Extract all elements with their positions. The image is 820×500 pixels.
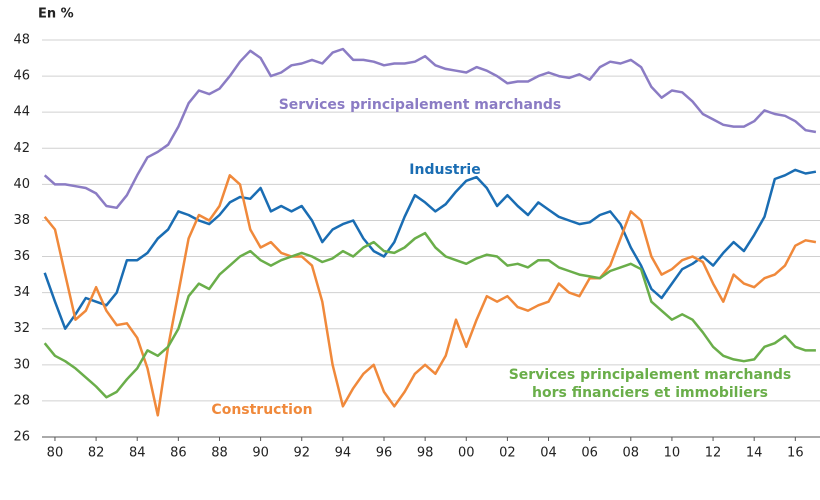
chart-title: En % — [38, 7, 74, 22]
series-line — [43, 47, 817, 210]
y-tick-label: 36 — [13, 249, 30, 264]
x-tick-label: 08 — [623, 446, 640, 461]
series-label: Services principalement marchands — [278, 97, 562, 113]
series-line — [43, 174, 817, 417]
y-tick-label: 30 — [13, 357, 30, 372]
y-tick-label: 40 — [13, 177, 30, 192]
y-tick-label: 34 — [13, 285, 30, 300]
y-tick-label: 26 — [13, 430, 30, 445]
y-tick-label: 28 — [13, 393, 30, 408]
x-tick-label: 16 — [787, 446, 804, 461]
x-tick-label: 14 — [746, 446, 763, 461]
y-tick-label: 46 — [13, 69, 30, 84]
series-label: Industrie — [409, 162, 481, 178]
x-tick-label: 00 — [458, 446, 475, 461]
x-tick-label: 90 — [252, 446, 269, 461]
x-tick-label: 96 — [376, 446, 393, 461]
x-tick-label: 02 — [499, 446, 516, 461]
y-tick-label: 32 — [13, 321, 30, 336]
x-tick-label: 12 — [705, 446, 722, 461]
series-line — [43, 168, 817, 330]
x-tick-label: 98 — [417, 446, 434, 461]
x-tick-label: 88 — [211, 446, 228, 461]
x-tick-label: 92 — [293, 446, 310, 461]
x-tick-label: 86 — [170, 446, 187, 461]
series-label: Services principalement marchands hors f… — [508, 367, 792, 401]
y-tick-label: 48 — [13, 33, 30, 48]
x-tick-label: 06 — [581, 446, 598, 461]
series-label: Construction — [211, 402, 313, 418]
y-tick-label: 44 — [13, 105, 30, 120]
x-tick-label: 94 — [335, 446, 352, 461]
x-tick-label: 10 — [664, 446, 681, 461]
x-tick-label: 80 — [47, 446, 64, 461]
x-tick-label: 84 — [129, 446, 146, 461]
y-tick-label: 42 — [13, 141, 30, 156]
x-tick-label: 04 — [540, 446, 557, 461]
y-tick-label: 38 — [13, 213, 30, 228]
x-tick-label: 82 — [88, 446, 105, 461]
series-line — [43, 231, 816, 399]
